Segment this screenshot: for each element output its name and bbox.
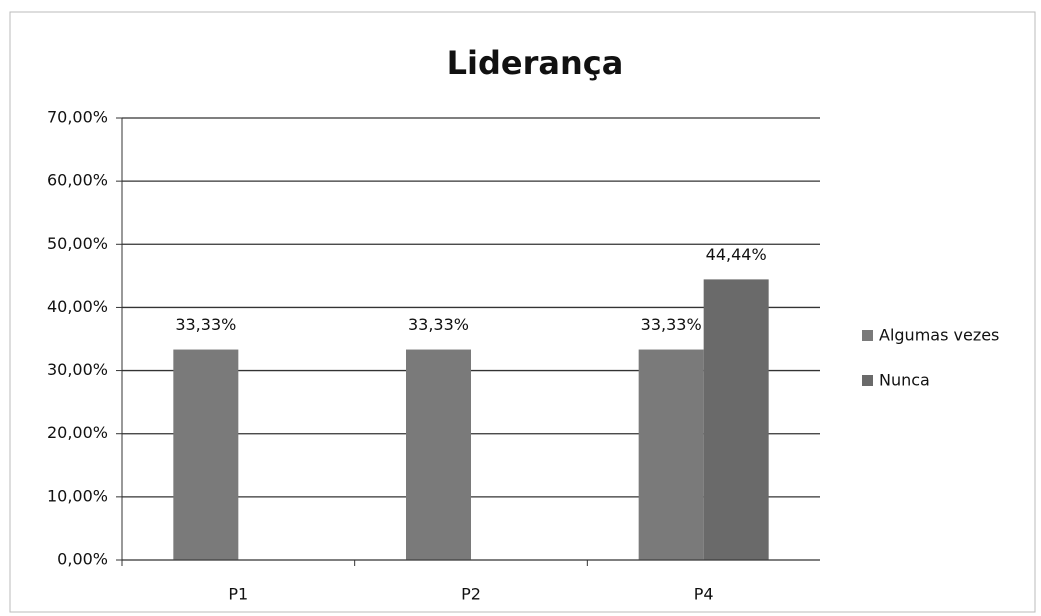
y-tick-label: 0,00% [57, 550, 108, 569]
bar [406, 349, 471, 560]
data-label: 33,33% [408, 315, 469, 334]
legend-swatch [862, 375, 873, 386]
legend-swatch [862, 330, 873, 341]
legend-label: Nunca [879, 371, 930, 390]
bar [638, 349, 704, 560]
bar [703, 279, 769, 560]
data-label: 33,33% [175, 315, 236, 334]
data-label: 44,44% [706, 245, 767, 264]
legend-label: Algumas vezes [879, 326, 999, 345]
y-tick-label: 40,00% [47, 297, 108, 316]
y-tick-label: 10,00% [47, 486, 108, 505]
chart-frame [9, 11, 1036, 613]
x-tick-label: P2 [461, 585, 481, 604]
x-tick-label: P1 [228, 585, 248, 604]
bar [173, 349, 239, 560]
y-tick-label: 20,00% [47, 423, 108, 442]
data-label: 33,33% [641, 315, 702, 334]
y-tick-label: 30,00% [47, 360, 108, 379]
y-tick-label: 50,00% [47, 234, 108, 253]
y-tick-label: 60,00% [47, 171, 108, 190]
y-tick-label: 70,00% [47, 108, 108, 127]
x-tick-label: P4 [694, 585, 714, 604]
chart-title: Liderança [447, 44, 624, 82]
